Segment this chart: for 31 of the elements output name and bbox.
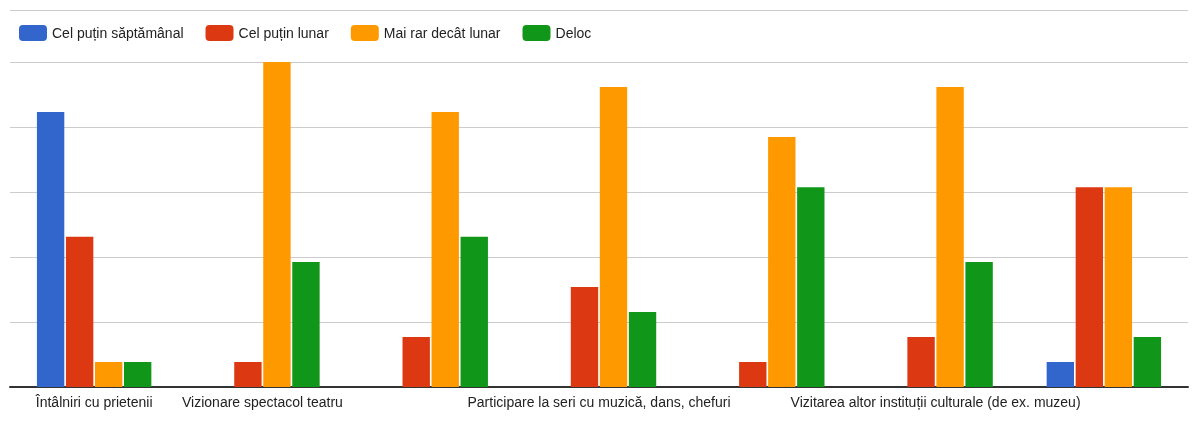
bar (570, 286, 599, 387)
x-tick-label: Vizitarea altor instituții culturale (de ex. muzeu) (790, 394, 1081, 410)
bar (123, 361, 152, 387)
legend-label: Deloc (555, 25, 592, 41)
x-tick-label: Participare la seri cu muzică, dans, chefuri (467, 394, 731, 410)
bar (94, 361, 123, 387)
bar (936, 87, 964, 387)
x-tick-label: Vizionare spectacol teatru (182, 394, 343, 410)
bar (739, 361, 767, 387)
bar (431, 112, 459, 387)
legend-label: Mai rar decât lunar (383, 25, 501, 41)
bar (1046, 361, 1075, 387)
bar (768, 137, 796, 387)
bar (628, 311, 657, 387)
bar (599, 87, 628, 387)
bar (965, 261, 993, 387)
bar (907, 336, 935, 387)
bar (1133, 336, 1162, 387)
bar (402, 336, 430, 387)
bar (292, 261, 320, 387)
bar (65, 236, 94, 387)
bar (797, 187, 825, 387)
bar (460, 236, 488, 387)
x-tick-label: Întâlniri cu prietenii (34, 394, 153, 410)
bar (263, 62, 291, 387)
legend-label: Cel puțin săptămânal (52, 25, 184, 41)
bar (1075, 187, 1104, 387)
bar (234, 361, 262, 387)
legend-label: Cel puțin lunar (238, 25, 330, 41)
bar (1104, 187, 1133, 387)
bar (36, 112, 65, 387)
